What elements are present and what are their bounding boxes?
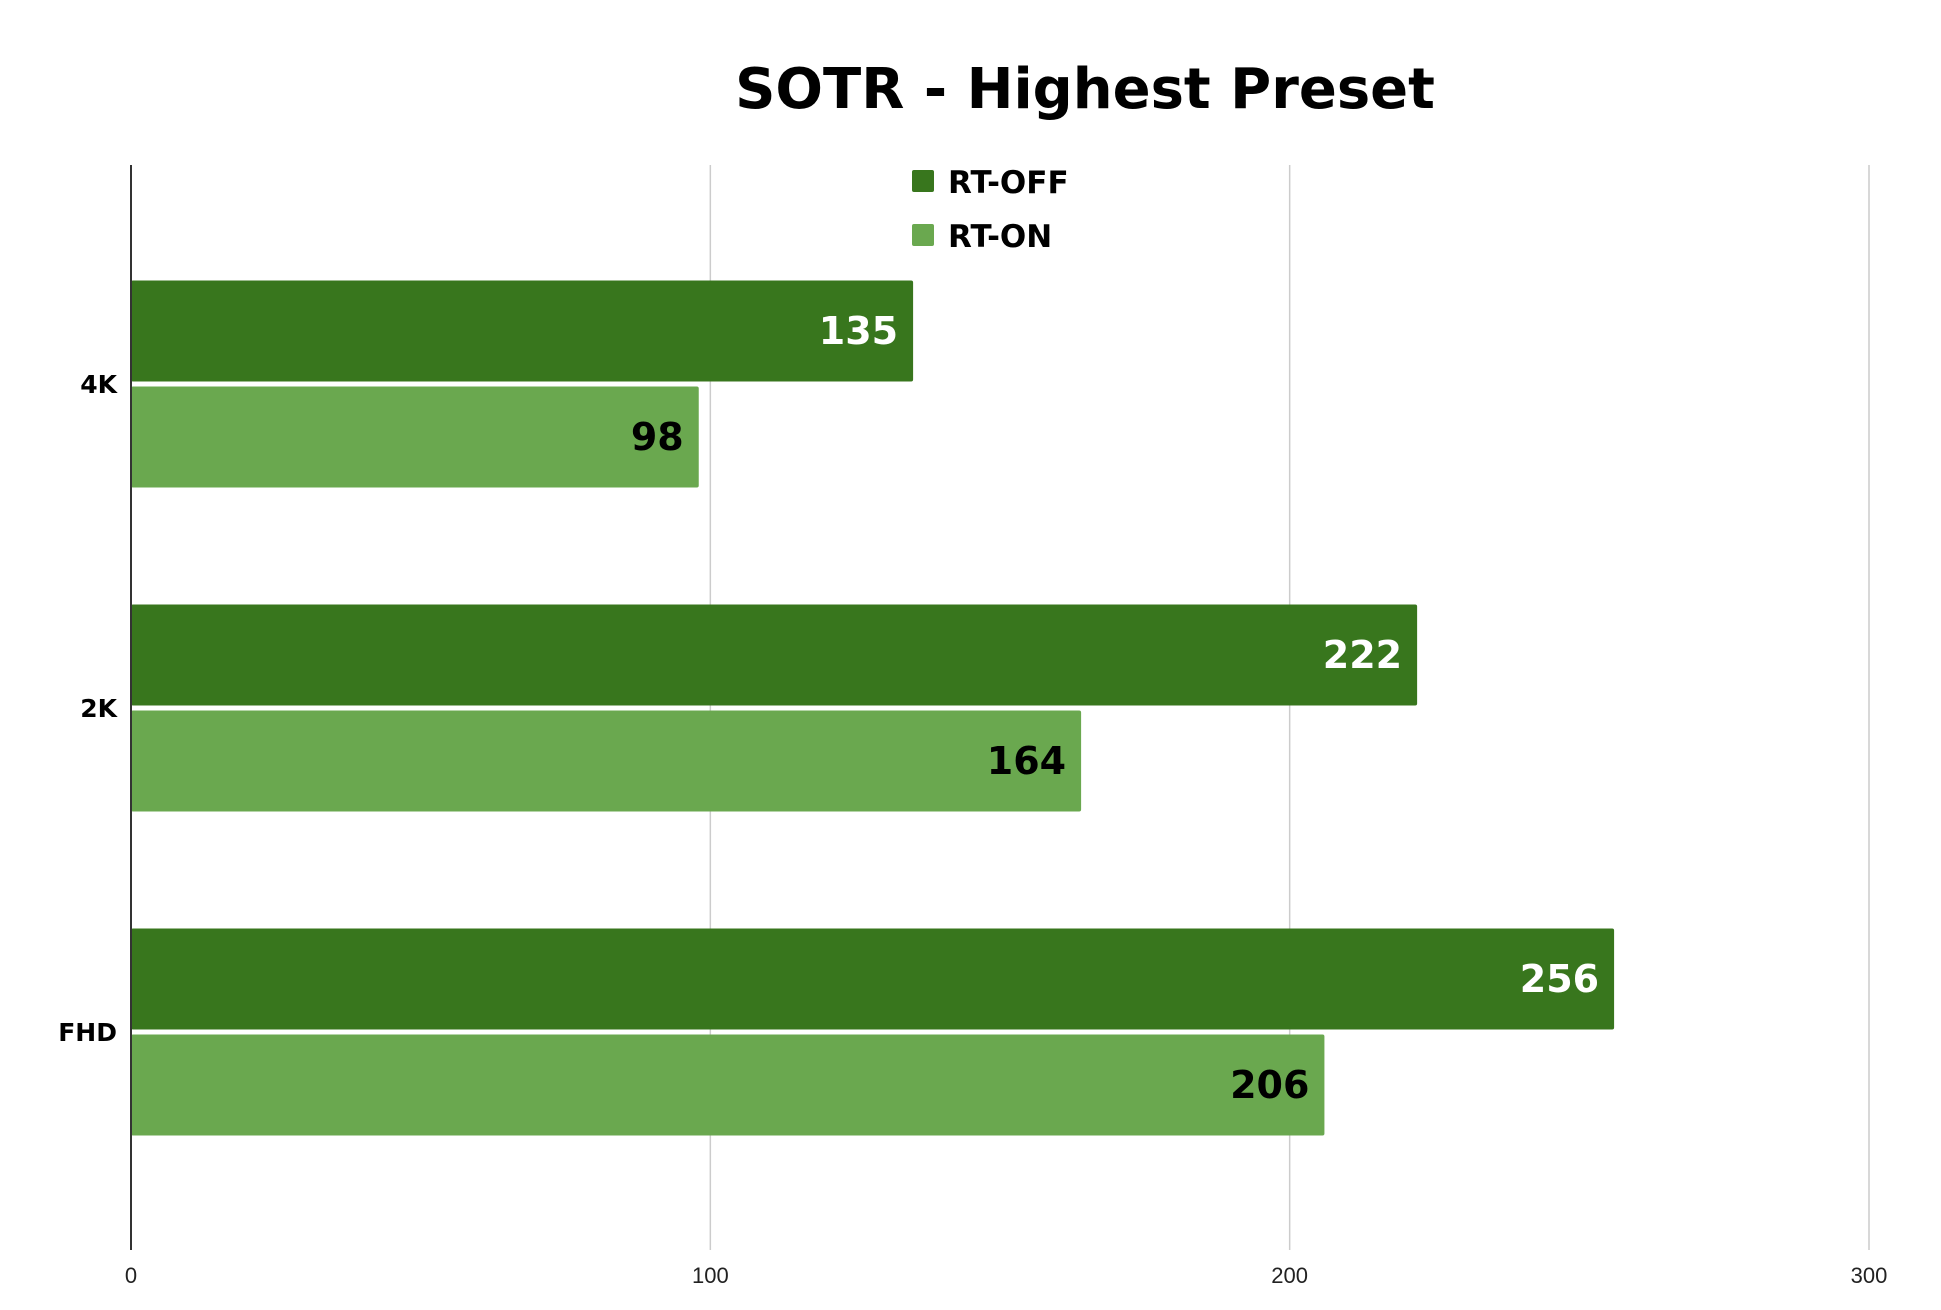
data-label-rt-on-fhd: 206 — [1230, 1063, 1309, 1107]
data-label-rt-on-2k: 164 — [987, 739, 1066, 783]
data-label-rt-on-4k: 98 — [631, 415, 684, 459]
bar-rt-off-4k — [131, 280, 914, 382]
x-tick-label-200: 200 — [1271, 1263, 1308, 1288]
x-tick-label-0: 0 — [125, 1263, 137, 1288]
legend-swatch-rt-on — [912, 224, 934, 246]
bar-rt-off-fhd — [131, 928, 1615, 1030]
data-label-rt-off-fhd: 256 — [1520, 957, 1599, 1001]
bar-rt-on-fhd — [131, 1034, 1325, 1136]
data-label-rt-off-2k: 222 — [1323, 633, 1402, 677]
bar-rt-off-2k — [131, 604, 1418, 706]
legend: RT-OFF RT-ON — [912, 165, 1069, 255]
category-label-fhd: FHD — [58, 1018, 117, 1047]
label-layer: 4K 135 98 2K 222 164 FHD 256 206 — [58, 309, 1599, 1107]
bar-layer — [131, 280, 1615, 1136]
bar-rt-on-4k — [131, 386, 699, 488]
legend-label-rt-off: RT-OFF — [948, 165, 1069, 201]
x-tick-label-300: 300 — [1851, 1263, 1888, 1288]
category-label-2k: 2K — [80, 694, 118, 723]
data-label-rt-off-4k: 135 — [819, 309, 898, 353]
legend-label-rt-on: RT-ON — [948, 219, 1052, 255]
chart-title: SOTR - Highest Preset — [735, 57, 1435, 122]
bar-rt-on-2k — [131, 710, 1082, 812]
legend-swatch-rt-off — [912, 170, 934, 192]
x-tick-label-100: 100 — [692, 1263, 729, 1288]
category-label-4k: 4K — [80, 370, 118, 399]
